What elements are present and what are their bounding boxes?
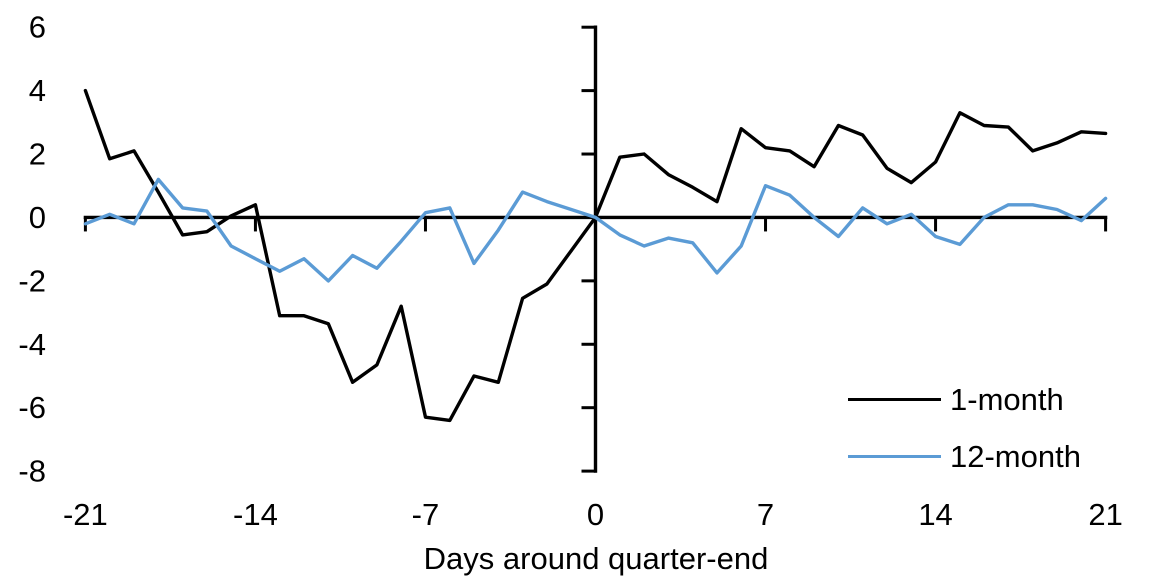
legend-item-1-month: 1-month	[848, 381, 1081, 417]
x-tick-label: -7	[412, 497, 440, 532]
x-tick-label: 7	[757, 497, 774, 532]
y-tick-label: 2	[29, 137, 46, 172]
legend-label: 1-month	[950, 381, 1064, 417]
x-axis-title: Days around quarter-end	[423, 541, 769, 576]
y-tick-label: -2	[18, 263, 46, 298]
legend-item-12-month: 12-month	[848, 438, 1081, 474]
x-tick-label: 21	[1088, 497, 1122, 532]
legend-line-sample-black	[848, 397, 941, 402]
y-tick-label: -8	[18, 454, 46, 489]
legend-line-sample-blue	[848, 454, 941, 459]
y-tick-label: 6	[29, 10, 46, 45]
x-tick-label: -14	[233, 497, 278, 532]
legend: 1-month 12-month	[848, 381, 1081, 498]
y-tick-label: 0	[29, 200, 46, 235]
series-line-12-month	[83, 177, 1108, 283]
x-tick-label: -21	[63, 497, 108, 532]
y-tick-label: 4	[29, 73, 46, 108]
x-tick-label: 14	[918, 497, 952, 532]
x-tick-label: 0	[587, 497, 604, 532]
y-tick-label: -4	[18, 327, 46, 362]
legend-label: 12-month	[950, 438, 1081, 474]
y-tick-label: -6	[18, 390, 46, 425]
